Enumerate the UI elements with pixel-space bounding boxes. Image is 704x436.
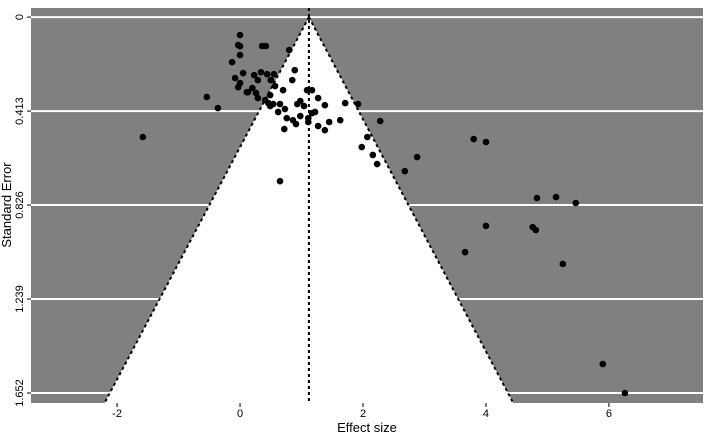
x-tick-label: 0 xyxy=(237,408,243,420)
point xyxy=(413,153,421,161)
point xyxy=(262,42,270,50)
point xyxy=(250,71,258,79)
point xyxy=(139,133,147,141)
point xyxy=(236,31,244,39)
point xyxy=(263,70,271,78)
point xyxy=(296,112,304,120)
point xyxy=(236,42,244,50)
point xyxy=(296,97,304,105)
point xyxy=(279,86,287,94)
point xyxy=(321,101,329,109)
point xyxy=(364,133,371,141)
point xyxy=(373,160,381,168)
x-tick-label: 4 xyxy=(483,408,489,420)
point xyxy=(314,122,322,130)
y-axis-label: Standard Error xyxy=(0,162,14,248)
point xyxy=(376,117,384,125)
point xyxy=(239,69,247,77)
point xyxy=(291,66,299,74)
point xyxy=(311,108,319,116)
point xyxy=(254,94,262,102)
y-tick-label: 0.826 xyxy=(14,191,26,219)
point xyxy=(249,84,256,92)
point xyxy=(244,88,252,96)
point xyxy=(234,83,242,91)
point xyxy=(267,76,275,84)
point xyxy=(254,76,262,84)
x-tick-label: -2 xyxy=(112,408,122,420)
point xyxy=(358,143,366,151)
y-tick-label: 0.413 xyxy=(14,97,26,125)
point xyxy=(304,118,312,126)
point xyxy=(214,104,222,112)
x-tick-label: 2 xyxy=(360,408,366,420)
point xyxy=(257,68,265,76)
point xyxy=(482,222,490,230)
point xyxy=(283,114,291,122)
point xyxy=(281,125,288,133)
x-tick-label: 6 xyxy=(606,408,612,420)
point xyxy=(308,86,316,94)
point xyxy=(266,102,274,110)
point xyxy=(552,193,560,201)
point xyxy=(336,116,344,124)
point xyxy=(470,135,477,143)
point xyxy=(325,118,333,126)
point xyxy=(621,389,629,397)
point xyxy=(354,100,362,108)
point xyxy=(401,167,409,175)
y-tick-label: 1.652 xyxy=(14,379,26,407)
funnel xyxy=(104,17,514,404)
point xyxy=(266,91,274,99)
point xyxy=(461,248,469,256)
point xyxy=(482,138,490,146)
point xyxy=(532,226,540,234)
point xyxy=(236,51,244,59)
point xyxy=(252,89,260,97)
point xyxy=(231,74,239,82)
y-tick-label: 1.239 xyxy=(14,285,26,313)
point xyxy=(314,94,322,102)
point xyxy=(341,99,349,107)
point xyxy=(289,116,297,124)
funnel-right xyxy=(308,16,515,404)
point xyxy=(533,194,541,202)
point xyxy=(285,46,293,54)
point xyxy=(300,102,308,110)
point xyxy=(276,177,284,185)
point xyxy=(228,58,236,66)
x-axis-label: Effect size xyxy=(337,420,397,435)
point xyxy=(203,93,211,101)
point xyxy=(281,105,289,113)
point xyxy=(559,260,567,268)
point xyxy=(274,108,282,116)
point xyxy=(271,82,279,90)
point xyxy=(599,360,607,368)
y-tick-label: 0 xyxy=(14,14,26,20)
point xyxy=(270,70,278,78)
point xyxy=(572,199,580,207)
point xyxy=(288,76,296,84)
point xyxy=(321,126,329,134)
funnel-left xyxy=(103,16,310,404)
point xyxy=(276,100,284,108)
point xyxy=(303,86,311,94)
point xyxy=(369,151,377,159)
